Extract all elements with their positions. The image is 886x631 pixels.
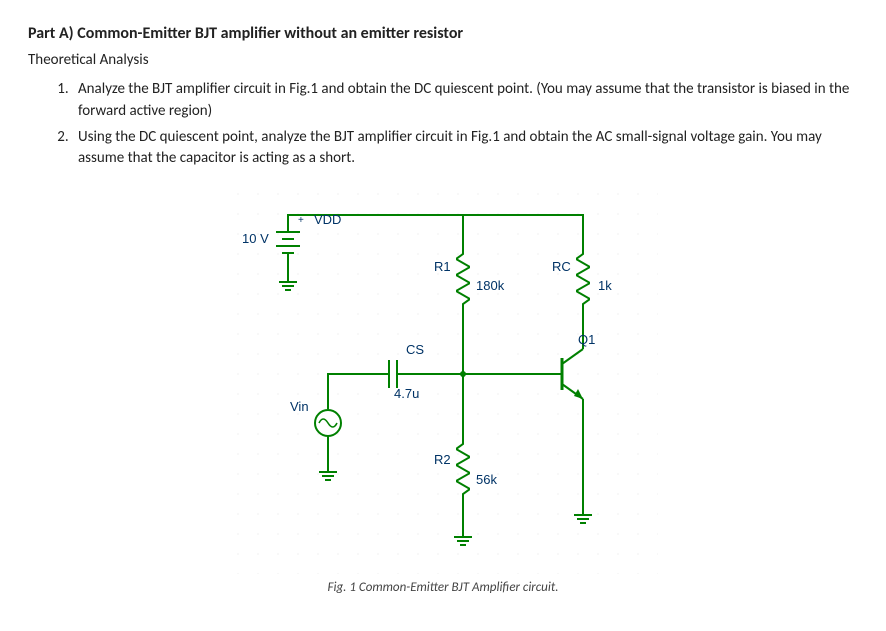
wire [582, 214, 584, 249]
capacitor-cs [383, 360, 403, 388]
label-vdd-name: VDD [314, 212, 341, 227]
battery-vdd [274, 224, 302, 279]
wire [462, 214, 464, 249]
label-rc-name: RC [552, 259, 571, 274]
label-r2-value: 56k [476, 472, 497, 487]
resistor-rc [576, 249, 590, 309]
list-item: Using the DC quiescent point, analyze th… [72, 127, 858, 171]
label-rc-value: 1k [598, 278, 612, 293]
transistor-q1 [548, 344, 596, 414]
wire [462, 374, 464, 439]
resistor-r1 [456, 249, 470, 309]
wire [462, 309, 464, 375]
figure-caption: Fig. 1 Common-Emitter BJT Amplifier circ… [328, 580, 559, 595]
wire [327, 373, 329, 409]
ground-icon [279, 279, 297, 293]
ground-icon [574, 512, 592, 526]
ground-icon [319, 469, 337, 483]
ground-icon [454, 534, 472, 548]
wire [327, 449, 329, 469]
label-vdd-value: 10 V [242, 231, 269, 246]
label-r1-value: 180k [476, 278, 504, 293]
label-vdd-plus: + [298, 215, 304, 226]
label-r1-name: R1 [434, 259, 451, 274]
source-vin [314, 409, 342, 449]
wire-base-rail [418, 373, 551, 375]
label-vin-name: Vin [290, 399, 309, 414]
list-item: Analyze the BJT amplifier circuit in Fig… [72, 79, 858, 123]
wire [287, 214, 289, 224]
section-subtitle: Theoretical Analysis [28, 51, 858, 69]
question-list: Analyze the BJT amplifier circuit in Fig… [68, 79, 858, 170]
wire [462, 499, 464, 534]
section-title: Part A) Common-Emitter BJT amplifier wit… [28, 24, 858, 43]
resistor-r2 [456, 439, 470, 499]
label-q1-name: Q1 [578, 332, 595, 347]
wire [328, 373, 383, 375]
label-cs-name: CS [406, 342, 424, 357]
wire [403, 373, 419, 375]
schematic-canvas: VDD + 10 V R1 180k RC 1k CS 4.7u Vin R2 … [228, 184, 658, 574]
label-cs-value: 4.7u [394, 386, 419, 401]
wire [582, 412, 584, 512]
figure: VDD + 10 V R1 180k RC 1k CS 4.7u Vin R2 … [28, 184, 858, 595]
label-r2-name: R2 [434, 452, 451, 467]
